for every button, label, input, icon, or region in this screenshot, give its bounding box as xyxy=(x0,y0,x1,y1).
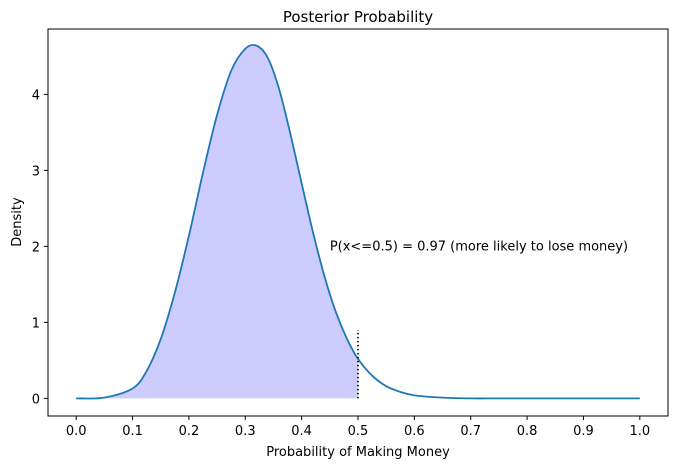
x-tick-label: 0.7 xyxy=(460,424,481,439)
density-curve xyxy=(76,44,640,400)
x-tick-label: 0.3 xyxy=(235,424,256,439)
x-tick-label: 0.2 xyxy=(179,424,200,439)
x-tick-label: 0.1 xyxy=(122,424,143,439)
x-tick-label: 0.9 xyxy=(573,424,594,439)
y-tick-label: 0 xyxy=(32,392,40,407)
y-tick-label: 4 xyxy=(32,88,40,103)
y-axis: 0 1 2 3 4 xyxy=(32,88,48,407)
x-axis-label: Probability of Making Money xyxy=(266,445,450,460)
x-tick-label: 0.4 xyxy=(291,424,312,439)
x-axis: 0.0 0.1 0.2 0.3 0.4 0.5 0.6 0.7 0.8 0.9 1.0 xyxy=(66,416,650,439)
x-tick-label: 1.0 xyxy=(629,424,650,439)
shaded-area xyxy=(76,44,359,399)
probability-annotation: P(x<=0.5) = 0.97 (more likely to lose mo… xyxy=(330,239,628,254)
plot-area xyxy=(76,44,640,400)
x-tick-label: 0.5 xyxy=(348,424,369,439)
chart-title: Posterior Probability xyxy=(283,8,433,26)
x-tick-label: 0.6 xyxy=(404,424,425,439)
y-tick-label: 2 xyxy=(32,240,40,255)
y-tick-label: 1 xyxy=(32,316,40,331)
x-tick-label: 0.0 xyxy=(66,424,87,439)
x-tick-label: 0.8 xyxy=(517,424,538,439)
y-tick-label: 3 xyxy=(32,164,40,179)
y-axis-label: Density xyxy=(10,197,25,247)
